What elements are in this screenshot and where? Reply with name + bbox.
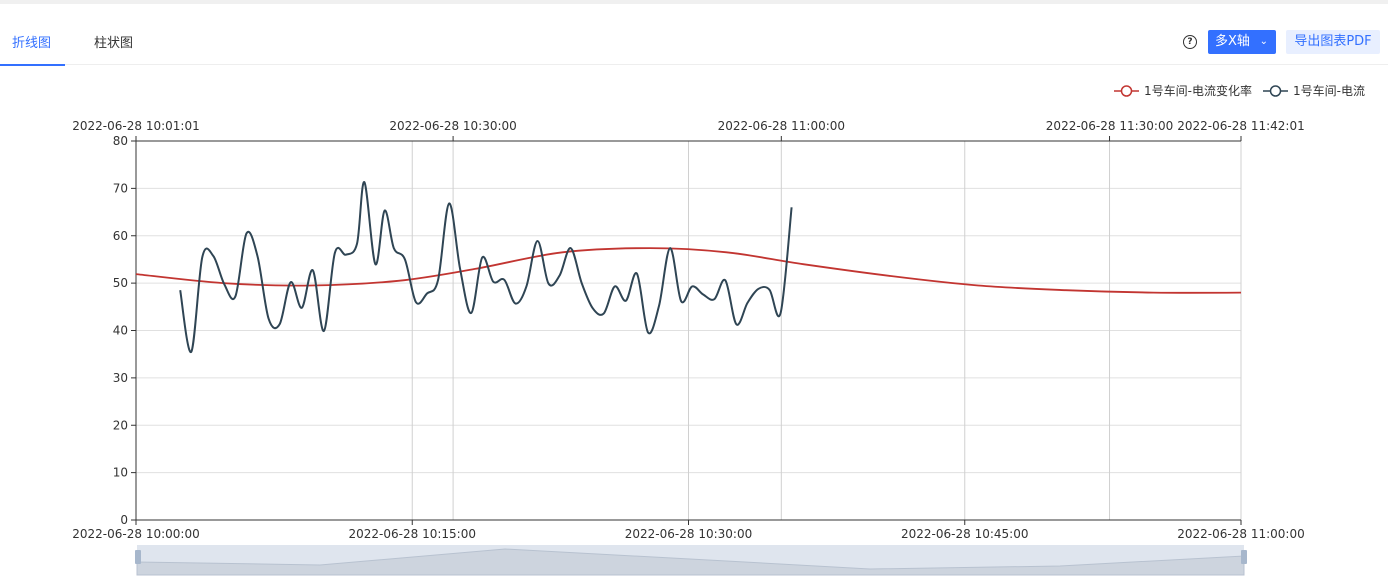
- y-tick-label: 10: [113, 466, 128, 480]
- x-bottom-tick-label: 2022-06-28 10:00:00: [72, 527, 199, 541]
- y-tick-label: 20: [113, 418, 128, 432]
- x-top-tick-label: 2022-06-28 11:00:00: [718, 119, 845, 133]
- legend-label: 1号车间-电流: [1293, 83, 1365, 98]
- x-bottom-tick-label: 2022-06-28 11:00:00: [1177, 527, 1304, 541]
- zoom-handle-left[interactable]: [135, 550, 141, 564]
- y-tick-label: 60: [113, 229, 128, 243]
- multi-x-axis-dropdown[interactable]: 多X轴 ⌄: [1208, 30, 1276, 54]
- tab-line-chart[interactable]: 折线图: [0, 32, 66, 66]
- chart-legend[interactable]: 1号车间-电流变化率 1号车间-电流: [1114, 83, 1365, 98]
- legend-label: 1号车间-电流变化率: [1144, 83, 1252, 98]
- chart-tabs: 折线图 柱状图: [0, 24, 1388, 66]
- chevron-down-icon: ⌄: [1259, 36, 1268, 47]
- multi-x-axis-label: 多X轴: [1215, 34, 1250, 49]
- data-zoom-slider[interactable]: [135, 545, 1247, 576]
- series-line-current-rate: [136, 247, 1241, 294]
- chart-axes: 0 10 20 30 40 50 60 70 80 2022-06-28 10:00:00 2022…: [72, 119, 1304, 541]
- legend-marker: [1120, 85, 1133, 97]
- y-tick-label: 70: [113, 181, 128, 195]
- x-top-tick-label: 2022-06-28 10:30:00: [389, 119, 516, 133]
- series-line-current: [179, 181, 793, 353]
- y-tick-label: 30: [113, 371, 128, 385]
- legend-marker: [1269, 85, 1282, 97]
- grid-lines: [136, 140, 1242, 520]
- zoom-preview-area: [136, 548, 1245, 576]
- legend-item[interactable]: 1号车间-电流变化率: [1114, 83, 1252, 98]
- y-tick-label: 40: [113, 324, 128, 338]
- export-pdf-button[interactable]: 导出图表PDF: [1286, 30, 1380, 54]
- tab-bar-chart[interactable]: 柱状图: [94, 36, 134, 51]
- x-bottom-tick-label: 2022-06-28 10:45:00: [901, 527, 1028, 541]
- zoom-handle-right[interactable]: [1241, 550, 1247, 564]
- chart-series: [136, 181, 1241, 353]
- y-tick-label: 50: [113, 276, 128, 290]
- x-top-tick-label: 2022-06-28 11:42:01: [1177, 119, 1304, 133]
- x-bottom-tick-label: 2022-06-28 10:30:00: [625, 527, 752, 541]
- y-tick-label: 80: [113, 134, 128, 148]
- y-tick-label: 0: [120, 513, 128, 527]
- x-top-tick-label: 2022-06-28 10:01:01: [72, 119, 199, 133]
- top-border: [0, 0, 1388, 4]
- legend-item[interactable]: 1号车间-电流: [1263, 83, 1365, 98]
- x-bottom-tick-label: 2022-06-28 10:15:00: [349, 527, 476, 541]
- question-circle-icon[interactable]: ?: [1183, 35, 1197, 49]
- x-top-tick-label: 2022-06-28 11:30:00: [1046, 119, 1173, 133]
